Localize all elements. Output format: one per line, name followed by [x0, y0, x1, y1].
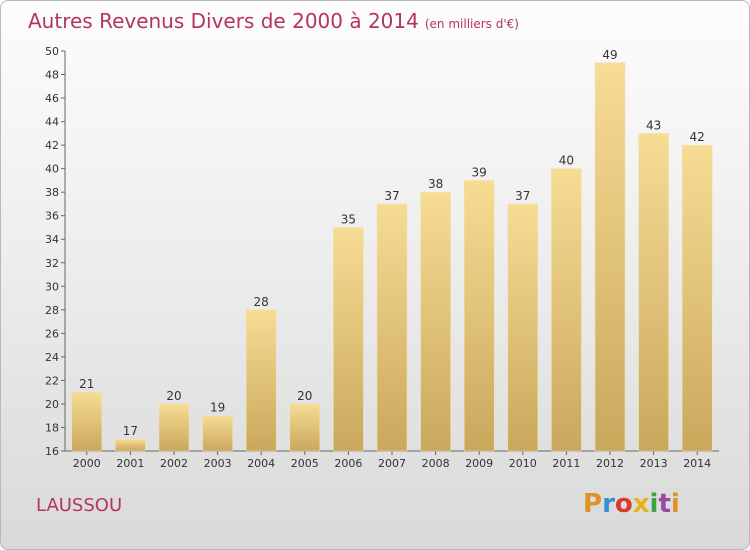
- logo-letter: P: [583, 489, 603, 519]
- y-tick-label: 18: [45, 421, 59, 434]
- bar-2001: [115, 438, 146, 452]
- data-label-2010: 37: [515, 189, 530, 203]
- x-tick-label-2007: 2007: [378, 457, 406, 470]
- data-label-2000: 21: [79, 377, 94, 391]
- data-label-2008: 38: [428, 177, 443, 191]
- bar-2000: [71, 391, 103, 452]
- x-tick-label-2003: 2003: [204, 457, 232, 470]
- data-label-2002: 20: [166, 389, 181, 403]
- y-tick-label: 16: [45, 445, 59, 458]
- x-tick-label-2005: 2005: [291, 457, 319, 470]
- logo-letter: t: [658, 489, 671, 519]
- y-tick-label: 50: [45, 45, 59, 58]
- bar-2004: [245, 309, 277, 452]
- chart-title-text: Autres Revenus Divers de 2000 à 2014: [28, 9, 419, 33]
- y-tick-label: 38: [45, 186, 59, 199]
- y-tick-label: 24: [45, 351, 59, 364]
- y-tick-label: 26: [45, 327, 59, 340]
- y-tick-label: 28: [45, 304, 59, 317]
- x-tick-label-2001: 2001: [116, 457, 144, 470]
- bar-2007: [376, 203, 408, 452]
- data-label-2004: 28: [254, 295, 269, 309]
- y-tick-label: 40: [45, 163, 59, 176]
- data-label-2009: 39: [472, 165, 487, 179]
- logo-letter: x: [632, 489, 650, 519]
- y-tick-label: 20: [45, 398, 59, 411]
- logo-letter: r: [602, 489, 615, 519]
- data-label-2011: 40: [559, 154, 574, 168]
- chart-title: Autres Revenus Divers de 2000 à 2014 (en …: [28, 9, 519, 33]
- y-tick-label: 48: [45, 69, 59, 82]
- bar-2014: [681, 144, 713, 452]
- data-label-2001: 17: [123, 424, 138, 438]
- y-tick-label: 32: [45, 257, 59, 270]
- bar-2013: [638, 133, 669, 452]
- data-label-2007: 37: [384, 189, 399, 203]
- x-tick-label-2006: 2006: [334, 457, 362, 470]
- x-tick-label-2002: 2002: [160, 457, 188, 470]
- logo-letter: i: [649, 489, 659, 519]
- data-label-2006: 35: [341, 212, 356, 226]
- bar-2008: [420, 191, 451, 452]
- y-tick-label: 22: [45, 374, 59, 387]
- chart-subtitle: (en milliers d'€): [424, 17, 519, 31]
- x-tick-label-2010: 2010: [509, 457, 537, 470]
- x-tick-label-2014: 2014: [683, 457, 711, 470]
- bar-2006: [333, 227, 364, 452]
- data-label-2012: 49: [602, 48, 617, 62]
- y-tick-label: 46: [45, 92, 59, 105]
- data-label-2014: 42: [690, 130, 705, 144]
- bar-2005: [289, 403, 321, 452]
- x-tick-label-2013: 2013: [640, 457, 668, 470]
- bar-2012: [594, 62, 626, 452]
- logo-letter: o: [614, 489, 633, 519]
- commune-name: LAUSSOU: [36, 495, 123, 516]
- data-label-2013: 43: [646, 118, 661, 132]
- x-tick-label-2000: 2000: [73, 457, 101, 470]
- logo-letter: i: [670, 489, 680, 519]
- bar-2010: [507, 203, 539, 452]
- y-tick-label: 42: [45, 139, 59, 152]
- x-tick-label-2009: 2009: [465, 457, 493, 470]
- x-tick-label-2008: 2008: [422, 457, 450, 470]
- bar-2002: [158, 403, 190, 452]
- bar-2009: [463, 180, 495, 452]
- bar-2003: [202, 415, 233, 452]
- y-tick-label: 30: [45, 280, 59, 293]
- y-tick-label: 34: [45, 233, 59, 246]
- x-tick-label-2004: 2004: [247, 457, 275, 470]
- proxiti-logo[interactable]: Proxiti: [583, 489, 680, 519]
- x-tick-label-2012: 2012: [596, 457, 624, 470]
- y-tick-label: 44: [45, 116, 59, 129]
- bar-2011: [551, 168, 582, 452]
- data-label-2005: 20: [297, 389, 312, 403]
- y-tick-label: 36: [45, 210, 59, 223]
- data-label-2003: 19: [210, 401, 225, 415]
- x-tick-label-2011: 2011: [552, 457, 580, 470]
